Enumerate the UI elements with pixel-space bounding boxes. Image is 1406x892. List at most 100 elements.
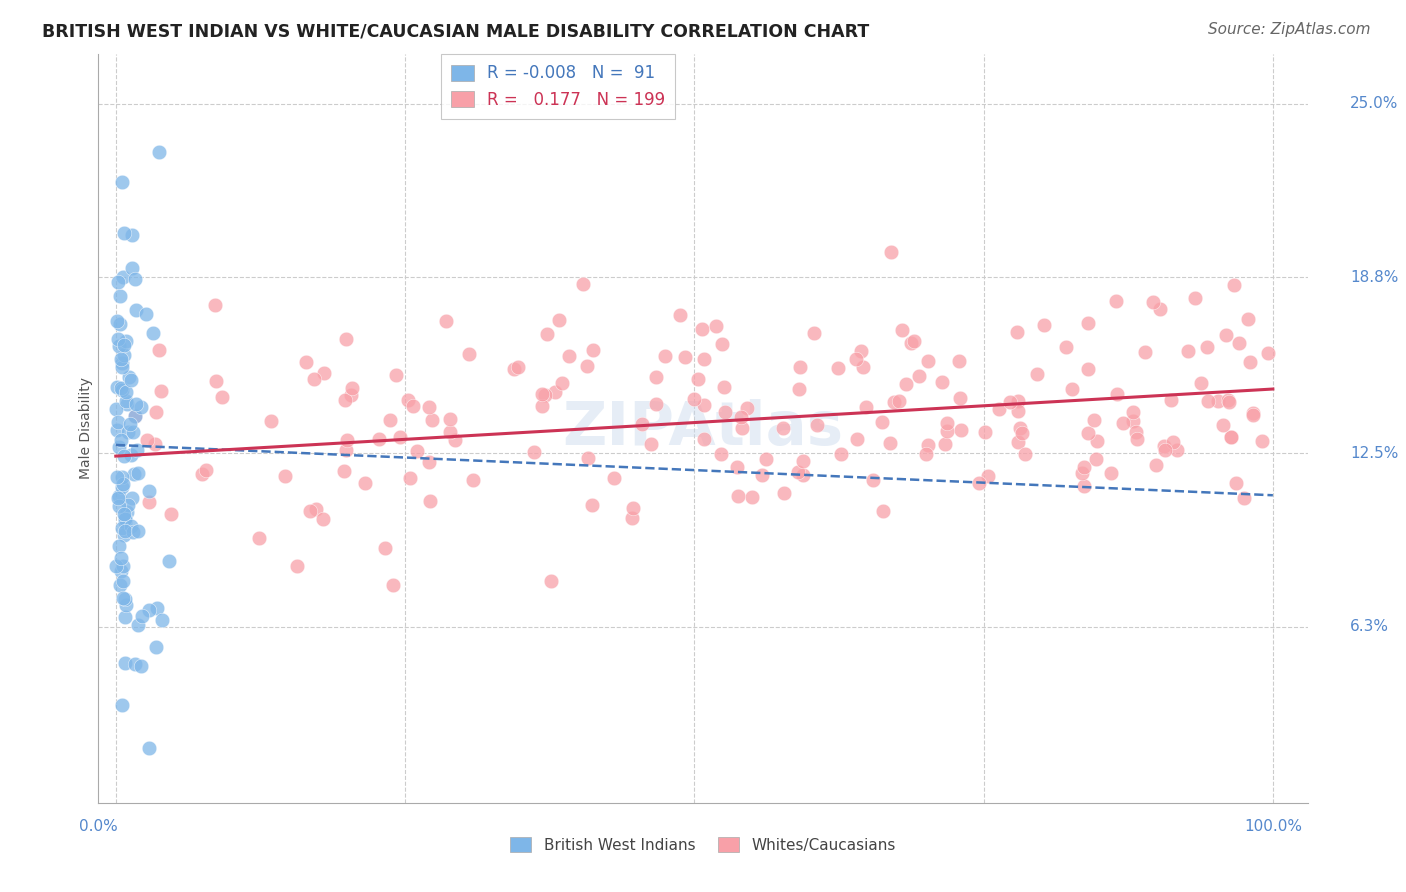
Point bbox=[125, 397, 148, 411]
Point bbox=[1122, 414, 1144, 428]
Point bbox=[117, 498, 139, 512]
Point bbox=[115, 397, 138, 411]
Point bbox=[434, 314, 457, 328]
Point bbox=[285, 559, 308, 574]
Point bbox=[949, 391, 972, 405]
Point bbox=[112, 591, 135, 605]
Point bbox=[977, 469, 1000, 483]
Point bbox=[1083, 413, 1105, 427]
Point bbox=[304, 372, 326, 386]
Point bbox=[1189, 376, 1212, 390]
Point bbox=[502, 361, 524, 376]
Point bbox=[333, 464, 356, 478]
Point bbox=[1160, 392, 1182, 407]
Point bbox=[121, 227, 143, 242]
Point bbox=[787, 466, 810, 480]
Point bbox=[378, 413, 401, 427]
Point bbox=[640, 437, 662, 451]
Point bbox=[772, 421, 794, 435]
Text: 0.0%: 0.0% bbox=[79, 819, 118, 834]
Point bbox=[998, 395, 1021, 409]
Point bbox=[908, 369, 931, 384]
Point bbox=[731, 421, 754, 435]
Point bbox=[135, 307, 157, 321]
Point bbox=[872, 504, 894, 518]
Point bbox=[115, 384, 138, 399]
Point bbox=[540, 574, 562, 588]
Point bbox=[1008, 421, 1031, 435]
Text: 6.3%: 6.3% bbox=[1350, 619, 1389, 634]
Point bbox=[987, 401, 1010, 416]
Point bbox=[1225, 475, 1247, 490]
Point bbox=[1241, 406, 1264, 420]
Point bbox=[792, 454, 814, 468]
Point bbox=[111, 355, 134, 369]
Point bbox=[105, 313, 128, 327]
Point bbox=[381, 578, 404, 592]
Point bbox=[142, 326, 165, 340]
Point bbox=[530, 386, 553, 401]
Point bbox=[124, 409, 146, 423]
Point bbox=[117, 369, 139, 384]
Point bbox=[727, 490, 749, 504]
Point bbox=[1122, 404, 1144, 418]
Point bbox=[827, 360, 849, 375]
Point bbox=[830, 447, 852, 461]
Point bbox=[122, 425, 145, 440]
Point bbox=[211, 390, 233, 404]
Point bbox=[110, 433, 132, 447]
Point bbox=[110, 564, 132, 578]
Point bbox=[114, 524, 136, 538]
Point bbox=[402, 400, 425, 414]
Point bbox=[112, 450, 135, 464]
Point bbox=[105, 423, 128, 437]
Point bbox=[121, 491, 143, 505]
Point bbox=[1233, 491, 1256, 505]
Point bbox=[110, 551, 132, 566]
Point bbox=[508, 360, 530, 375]
Point bbox=[107, 491, 129, 506]
Point bbox=[1105, 293, 1128, 308]
Point bbox=[903, 334, 925, 348]
Point bbox=[399, 471, 422, 485]
Point bbox=[693, 352, 716, 367]
Point bbox=[354, 475, 377, 490]
Point bbox=[108, 440, 131, 454]
Point bbox=[107, 415, 129, 429]
Point bbox=[340, 381, 363, 395]
Point bbox=[405, 444, 427, 458]
Point bbox=[1142, 295, 1164, 310]
Point bbox=[1219, 430, 1241, 444]
Point bbox=[110, 289, 132, 303]
Text: BRITISH WEST INDIAN VS WHITE/CAUCASIAN MALE DISABILITY CORRELATION CHART: BRITISH WEST INDIAN VS WHITE/CAUCASIAN M… bbox=[42, 22, 869, 40]
Point bbox=[1073, 479, 1095, 493]
Point bbox=[114, 610, 136, 624]
Point bbox=[530, 399, 553, 413]
Point bbox=[683, 392, 706, 407]
Point bbox=[385, 368, 408, 382]
Text: 25.0%: 25.0% bbox=[1350, 96, 1399, 112]
Point bbox=[274, 469, 297, 483]
Point bbox=[1007, 394, 1029, 409]
Point bbox=[1007, 404, 1029, 418]
Point bbox=[138, 495, 160, 509]
Y-axis label: Male Disability: Male Disability bbox=[79, 377, 93, 479]
Point bbox=[444, 433, 467, 447]
Point bbox=[135, 433, 157, 447]
Point bbox=[111, 521, 134, 535]
Point bbox=[107, 339, 129, 353]
Point bbox=[335, 332, 357, 346]
Point bbox=[145, 640, 167, 654]
Point bbox=[312, 512, 335, 526]
Point bbox=[138, 740, 160, 755]
Point bbox=[630, 417, 652, 431]
Point bbox=[121, 261, 143, 276]
Point bbox=[1014, 447, 1036, 461]
Point bbox=[114, 592, 136, 607]
Point bbox=[108, 489, 131, 503]
Point bbox=[127, 524, 149, 538]
Point bbox=[333, 393, 356, 408]
Point bbox=[1236, 311, 1258, 326]
Point bbox=[713, 379, 735, 393]
Point bbox=[120, 374, 142, 388]
